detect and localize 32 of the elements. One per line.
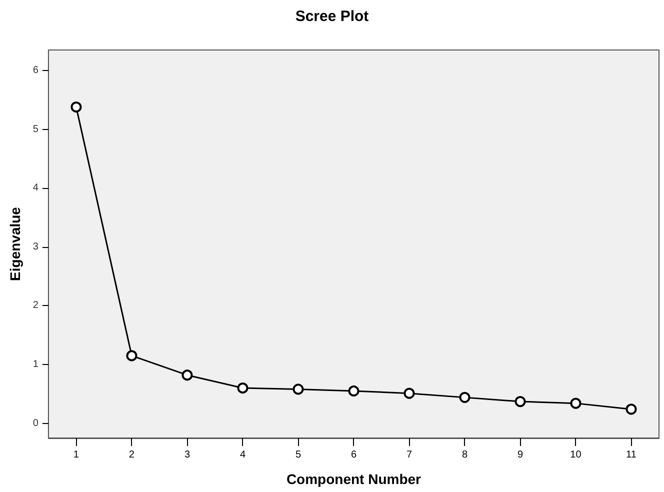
point bbox=[514, 396, 526, 408]
y-tick-label: 5 bbox=[32, 124, 39, 135]
x-tick-label: 6 bbox=[350, 450, 357, 460]
y-axis-title: Eigenvalue bbox=[7, 206, 23, 281]
y-tick-label: 0 bbox=[32, 418, 39, 429]
x-tick-label: 7 bbox=[406, 450, 412, 460]
point bbox=[126, 350, 138, 362]
x-axis-title: Component Number bbox=[286, 471, 422, 487]
x-tick-label: 5 bbox=[295, 450, 302, 460]
point bbox=[348, 385, 360, 396]
x-tick-label: 10 bbox=[570, 450, 582, 460]
point bbox=[292, 384, 304, 395]
x-tick-label: 4 bbox=[240, 450, 246, 460]
point bbox=[182, 370, 193, 381]
point bbox=[459, 392, 470, 403]
x-tick-label: 2 bbox=[128, 450, 135, 460]
point bbox=[404, 388, 415, 399]
point bbox=[237, 382, 248, 394]
x-tick-label: 8 bbox=[462, 450, 468, 460]
point bbox=[626, 404, 637, 415]
x-tick-label: 3 bbox=[184, 450, 190, 460]
x-tick-label: 11 bbox=[626, 450, 637, 460]
chart-title: Scree Plot bbox=[295, 8, 369, 25]
y-tick-label: 4 bbox=[32, 182, 39, 194]
y-tick-label: 2 bbox=[32, 300, 39, 312]
y-tick-label: 6 bbox=[32, 65, 39, 76]
y-tick-label: 1 bbox=[32, 359, 39, 370]
x-tick-label: 1 bbox=[73, 450, 80, 460]
x-tick-label: 9 bbox=[517, 450, 524, 460]
y-tick-label: 3 bbox=[32, 241, 39, 252]
point bbox=[70, 102, 82, 113]
point bbox=[570, 398, 582, 409]
